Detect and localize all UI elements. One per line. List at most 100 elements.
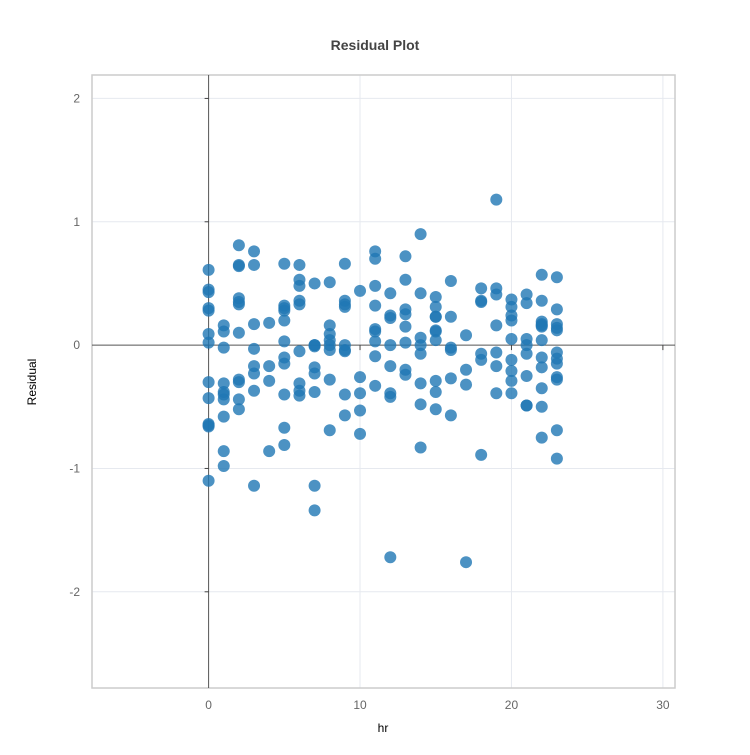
data-point[interactable]: [399, 336, 412, 349]
data-point[interactable]: [490, 360, 503, 373]
data-point[interactable]: [520, 347, 533, 360]
data-point[interactable]: [293, 258, 306, 271]
data-point[interactable]: [414, 377, 427, 390]
data-point[interactable]: [384, 390, 397, 403]
data-point[interactable]: [232, 239, 245, 252]
data-point[interactable]: [323, 319, 336, 332]
data-point[interactable]: [444, 310, 457, 323]
data-point[interactable]: [535, 351, 548, 364]
data-point[interactable]: [444, 372, 457, 385]
data-point[interactable]: [399, 308, 412, 321]
data-point[interactable]: [278, 257, 291, 270]
data-point[interactable]: [263, 374, 276, 387]
data-point[interactable]: [202, 376, 215, 389]
data-point[interactable]: [399, 368, 412, 381]
data-point[interactable]: [278, 314, 291, 327]
data-point[interactable]: [338, 300, 351, 313]
data-point[interactable]: [414, 398, 427, 411]
data-point[interactable]: [338, 409, 351, 422]
data-point[interactable]: [338, 388, 351, 401]
data-point[interactable]: [490, 346, 503, 359]
data-point[interactable]: [338, 344, 351, 357]
data-point[interactable]: [369, 350, 382, 363]
data-point[interactable]: [505, 374, 518, 387]
data-point[interactable]: [293, 389, 306, 402]
data-point[interactable]: [505, 314, 518, 327]
data-point[interactable]: [444, 409, 457, 422]
data-point[interactable]: [475, 295, 488, 308]
data-point[interactable]: [369, 299, 382, 312]
data-point[interactable]: [429, 385, 442, 398]
data-point[interactable]: [323, 373, 336, 386]
data-point[interactable]: [550, 373, 563, 386]
data-point[interactable]: [232, 260, 245, 273]
data-point[interactable]: [278, 357, 291, 370]
data-point[interactable]: [202, 474, 215, 487]
data-point[interactable]: [232, 393, 245, 406]
data-point[interactable]: [535, 334, 548, 347]
data-point[interactable]: [232, 298, 245, 311]
data-point[interactable]: [414, 339, 427, 352]
data-point[interactable]: [308, 479, 321, 492]
data-point[interactable]: [475, 282, 488, 295]
data-point[interactable]: [490, 193, 503, 206]
data-point[interactable]: [308, 277, 321, 290]
data-point[interactable]: [535, 268, 548, 281]
data-point[interactable]: [505, 365, 518, 378]
data-point[interactable]: [475, 353, 488, 366]
data-point[interactable]: [248, 258, 261, 271]
data-point[interactable]: [444, 344, 457, 357]
data-point[interactable]: [490, 387, 503, 400]
data-point[interactable]: [384, 339, 397, 352]
data-point[interactable]: [520, 399, 533, 412]
data-point[interactable]: [232, 376, 245, 389]
data-point[interactable]: [429, 325, 442, 338]
data-point[interactable]: [323, 344, 336, 357]
data-point[interactable]: [429, 334, 442, 347]
data-point[interactable]: [202, 263, 215, 276]
data-point[interactable]: [217, 445, 230, 458]
data-point[interactable]: [505, 332, 518, 345]
data-point[interactable]: [202, 418, 215, 431]
data-point[interactable]: [535, 400, 548, 413]
data-point[interactable]: [399, 320, 412, 333]
data-point[interactable]: [369, 279, 382, 292]
data-point[interactable]: [429, 403, 442, 416]
data-point[interactable]: [308, 367, 321, 380]
data-point[interactable]: [535, 294, 548, 307]
data-point[interactable]: [520, 369, 533, 382]
data-point[interactable]: [369, 252, 382, 265]
data-point[interactable]: [535, 382, 548, 395]
data-point[interactable]: [293, 298, 306, 311]
data-point[interactable]: [323, 424, 336, 437]
data-point[interactable]: [369, 379, 382, 392]
data-point[interactable]: [535, 361, 548, 374]
data-point[interactable]: [399, 273, 412, 286]
data-point[interactable]: [202, 392, 215, 405]
data-point[interactable]: [338, 257, 351, 270]
data-point[interactable]: [429, 374, 442, 387]
data-point[interactable]: [369, 335, 382, 348]
data-point[interactable]: [414, 228, 427, 241]
data-point[interactable]: [475, 448, 488, 461]
data-point[interactable]: [217, 410, 230, 423]
data-point[interactable]: [535, 320, 548, 333]
data-point[interactable]: [429, 291, 442, 304]
data-point[interactable]: [490, 288, 503, 301]
data-point[interactable]: [248, 479, 261, 492]
data-point[interactable]: [308, 340, 321, 353]
data-point[interactable]: [308, 504, 321, 517]
data-point[interactable]: [308, 385, 321, 398]
data-point[interactable]: [550, 271, 563, 284]
data-point[interactable]: [520, 339, 533, 352]
data-point[interactable]: [384, 360, 397, 373]
data-point[interactable]: [278, 439, 291, 452]
data-point[interactable]: [550, 324, 563, 337]
data-point[interactable]: [278, 421, 291, 434]
data-point[interactable]: [520, 288, 533, 301]
data-point[interactable]: [248, 367, 261, 380]
data-point[interactable]: [550, 424, 563, 437]
data-point[interactable]: [248, 318, 261, 331]
data-point[interactable]: [490, 319, 503, 332]
data-point[interactable]: [263, 316, 276, 329]
